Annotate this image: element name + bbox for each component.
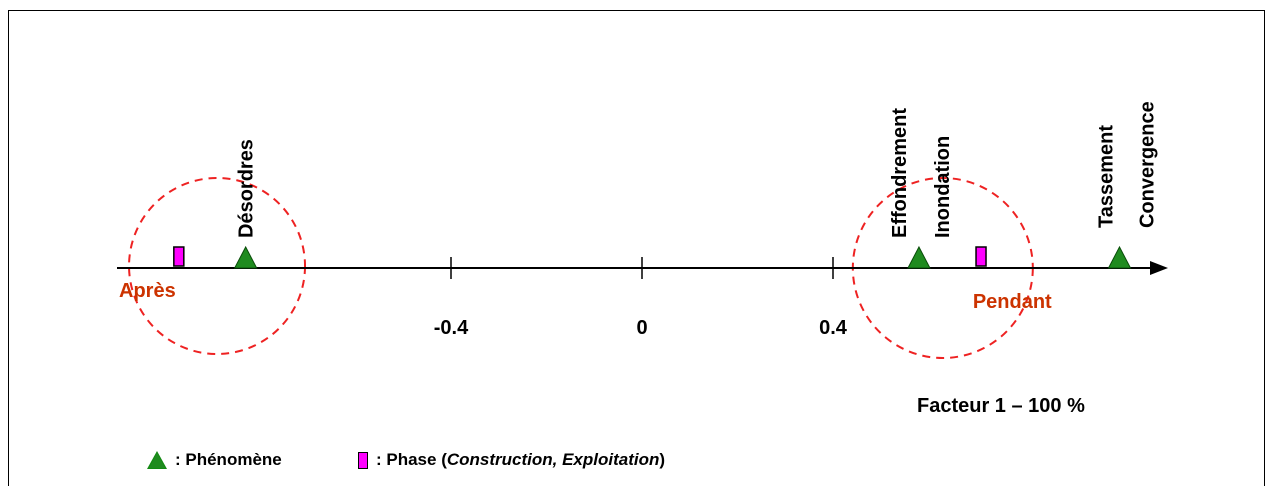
magenta-rectangle-icon [358, 451, 368, 469]
group-label: Pendant [973, 291, 1052, 313]
chart-frame [8, 10, 1265, 486]
legend-phenomene: : Phénomène [147, 450, 282, 470]
legend-phase-suffix: ) [659, 450, 666, 469]
phenomene-marker [907, 245, 931, 269]
green-triangle-icon [147, 451, 167, 469]
data-labels: Après Pendant Désordres Effondrement Inondat… [119, 101, 1158, 313]
phenomene-label: Tassement [1096, 125, 1118, 228]
phenomene-label: Désordres [236, 139, 258, 238]
phenomene-label: Effondrement [889, 108, 911, 238]
legend-phenomene-label: : Phénomène [175, 450, 282, 469]
tick-label: 0 [636, 317, 647, 339]
legend-phase-prefix: : Phase ( [376, 450, 447, 469]
phase-marker [173, 246, 185, 267]
phenomene-label: Convergence [1137, 101, 1159, 228]
tick-label: 0.4 [819, 317, 848, 339]
group-circle [128, 177, 307, 355]
x-axis-arrowhead [1150, 261, 1168, 275]
tick-label: -0.4 [434, 317, 469, 339]
data-marks [173, 245, 1132, 269]
axis-ticks: -0.4 0 0.4 [434, 257, 848, 339]
phase-marker [975, 246, 987, 267]
legend-phase-italic: Construction, Exploitation [446, 450, 660, 469]
legend-phase: : Phase ( Construction, Exploitation ) [358, 450, 665, 470]
group-label: Après [119, 280, 176, 302]
x-axis-label: Facteur 1 – 100 % [917, 395, 1085, 417]
phenomene-label: Inondation [932, 136, 954, 238]
phenomene-marker [233, 245, 258, 269]
phenomene-marker [1107, 245, 1132, 269]
